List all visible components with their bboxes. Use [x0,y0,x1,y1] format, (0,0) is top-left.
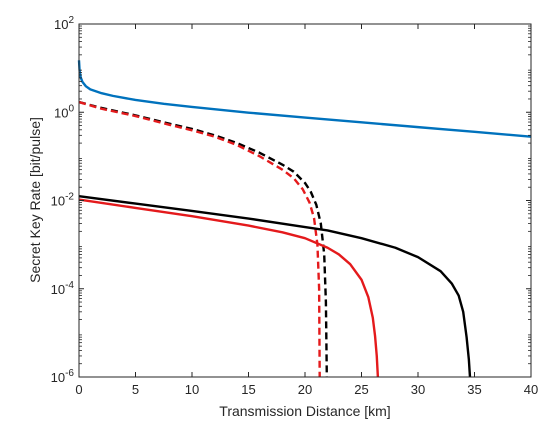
tick-layer: 0 5 10 15 20 25 30 35 40 10-6 10-4 10-2 100 102 [51,15,539,397]
plot-background [79,24,531,377]
x-tick-label: 35 [467,382,481,397]
x-tick-label: 30 [411,382,425,397]
series-line-4 [78,195,472,378]
y-tick-label: 10-4 [51,280,75,297]
x-tick-label: 20 [298,382,312,397]
y-tick-label: 100 [54,103,74,120]
x-tick-label: 25 [354,382,368,397]
y-axis-label: Secret Key Rate [bit/pulse] [27,117,43,283]
x-tick-label: 0 [75,382,82,397]
series-line-5 [78,198,380,378]
x-axis-label: Transmission Distance [km] [219,403,390,419]
series-layer [77,60,532,378]
y-tick-label: 10-2 [51,192,75,209]
x-tick-label: 10 [185,382,199,397]
x-tick-label: 15 [241,382,255,397]
y-tick-label: 102 [54,15,74,32]
x-tick-label: 5 [132,382,139,397]
x-tick-label: 40 [524,382,538,397]
series-line-3 [78,100,321,378]
y-tick-label: 10-6 [51,368,75,385]
series-line-1 [77,60,532,138]
